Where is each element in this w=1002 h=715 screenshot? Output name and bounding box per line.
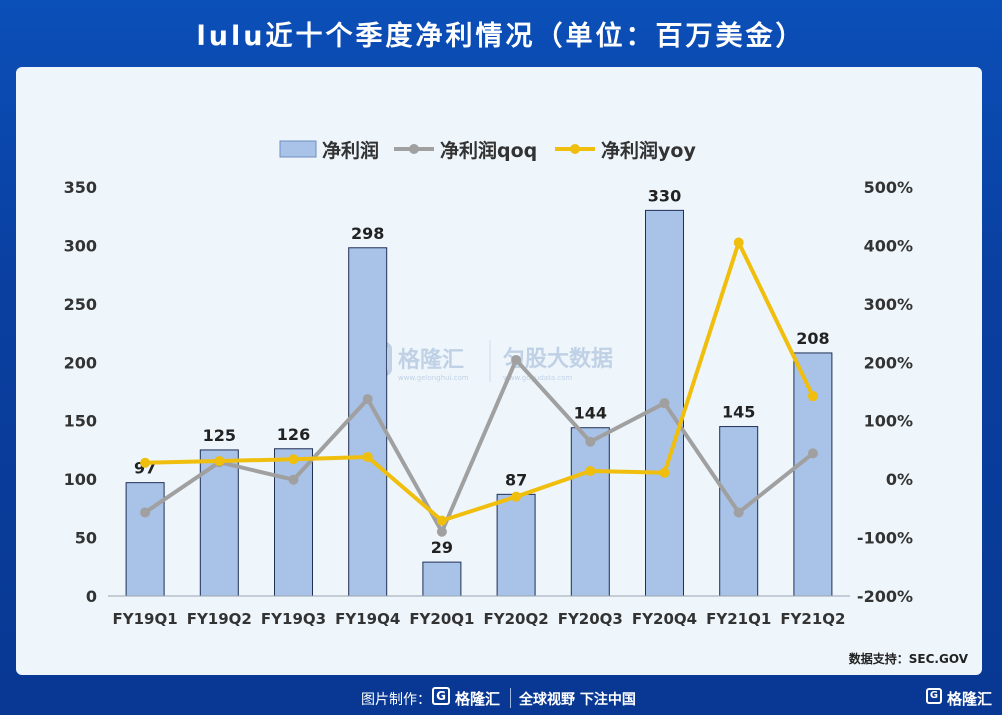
line-point: [362, 451, 373, 462]
footer-separator: [510, 688, 511, 708]
bar-value-label: 145: [722, 403, 755, 422]
footer-made-by: 图片制作：: [361, 692, 431, 708]
x-tick-label: FY20Q1: [409, 610, 474, 628]
x-tick-label: FY19Q1: [113, 610, 178, 628]
bar: [199, 449, 239, 597]
y-right-tick-label: -100%: [857, 529, 913, 548]
y-left-tick-label: 350: [64, 178, 97, 197]
x-tick-label: FY20Q2: [484, 610, 549, 628]
bar-value-label: 330: [648, 186, 681, 205]
watermark-brand-url: www.gelonghui.com: [398, 374, 469, 382]
bar: [274, 448, 313, 597]
footer-logo-text: 格隆汇: [455, 690, 501, 708]
footer-logo-icon: G: [432, 687, 450, 705]
corner-logo-text: 格隆汇: [947, 690, 993, 708]
line-point: [733, 237, 744, 248]
line-point: [807, 391, 818, 402]
line-series: [140, 237, 818, 537]
line-point: [585, 436, 596, 447]
line-point: [511, 491, 522, 502]
line-qoq: [143, 357, 815, 534]
line-point: [436, 515, 447, 526]
legend-label-profit: 净利润: [322, 139, 379, 162]
line-point: [659, 398, 670, 409]
legend-marker-qoq: [409, 144, 419, 154]
x-tick-label: FY19Q3: [261, 610, 326, 628]
bar-value-label: 126: [277, 425, 310, 444]
y-right-tick-label: 100%: [864, 412, 913, 431]
y-right-tick-label: 200%: [864, 353, 913, 372]
legend: 净利润 净利润qoq 净利润yoy: [279, 139, 696, 162]
y-left-tick-label: 50: [75, 529, 97, 548]
watermark-brand2-url: www.gogudata.com: [503, 374, 572, 382]
bar: [125, 482, 165, 597]
y-right-tick-label: 300%: [864, 295, 913, 314]
bar: [570, 427, 610, 597]
watermark: G 格隆汇 www.gelonghui.com 匀股大数据 www.goguda…: [358, 340, 613, 382]
y-axis-left: 0 50 100 150 200 250 300 350: [64, 178, 97, 606]
source-note: 数据支持：SEC.GOV: [848, 652, 968, 666]
y-left-tick-label: 100: [64, 470, 97, 489]
line-point: [659, 467, 670, 478]
line-point: [288, 474, 299, 485]
y-axis-right: -200% -100% 0% 100% 200% 300% 400% 500%: [857, 178, 913, 606]
bar-value-label: 144: [574, 404, 607, 423]
line-point: [288, 454, 299, 465]
line-point: [807, 448, 818, 459]
watermark-brand: 格隆汇: [398, 347, 464, 373]
bar: [793, 352, 833, 597]
bar-value-label: 125: [203, 426, 236, 445]
x-tick-label: FY20Q3: [558, 610, 623, 628]
legend-label-qoq: 净利润qoq: [440, 139, 537, 162]
y-right-tick-label: -200%: [857, 587, 913, 606]
bar-value-label: 87: [505, 470, 527, 489]
line-yoy: [145, 240, 815, 523]
x-tick-label: FY19Q4: [335, 610, 400, 628]
y-left-tick-label: 0: [86, 587, 97, 606]
line-point: [733, 507, 744, 518]
legend-swatch-bar: [279, 140, 317, 158]
y-left-tick-label: 200: [64, 353, 97, 372]
legend-label-yoy: 净利润yoy: [601, 139, 696, 162]
x-tick-label: FY21Q1: [706, 610, 771, 628]
line-point: [140, 507, 151, 518]
line-point: [585, 465, 596, 476]
bar: [422, 561, 462, 597]
line-point: [140, 457, 151, 468]
x-tick-label: FY21Q2: [780, 610, 845, 628]
legend-marker-yoy: [570, 144, 580, 154]
y-left-tick-label: 150: [64, 412, 97, 431]
x-axis: FY19Q1 FY19Q2 FY19Q3 FY19Q4 FY20Q1 FY20Q2 FY20…: [108, 595, 850, 628]
bar: [496, 493, 536, 597]
page-title: lulu近十个季度净利情况（单位：百万美金）: [196, 21, 806, 52]
bar-value-label: 208: [796, 329, 829, 348]
y-left-tick-label: 300: [64, 236, 97, 255]
y-right-tick-label: 400%: [864, 236, 913, 255]
bar-value-label: 29: [431, 538, 453, 557]
bar-value-label: 298: [351, 224, 384, 243]
footer: 图片制作： G 格隆汇 全球视野 下注中国 G 格隆汇: [0, 684, 1002, 715]
line-point: [511, 354, 522, 365]
corner-logo-icon: G: [926, 688, 942, 704]
y-right-tick-label: 0%: [886, 470, 913, 489]
x-tick-label: FY20Q4: [632, 610, 697, 628]
footer-slogan: 全球视野 下注中国: [519, 692, 636, 708]
y-left-tick-label: 250: [64, 295, 97, 314]
y-right-tick-label: 500%: [864, 178, 913, 197]
line-point: [362, 394, 373, 405]
x-tick-label: FY19Q2: [187, 610, 252, 628]
line-point: [214, 456, 225, 467]
line-point: [436, 526, 447, 537]
